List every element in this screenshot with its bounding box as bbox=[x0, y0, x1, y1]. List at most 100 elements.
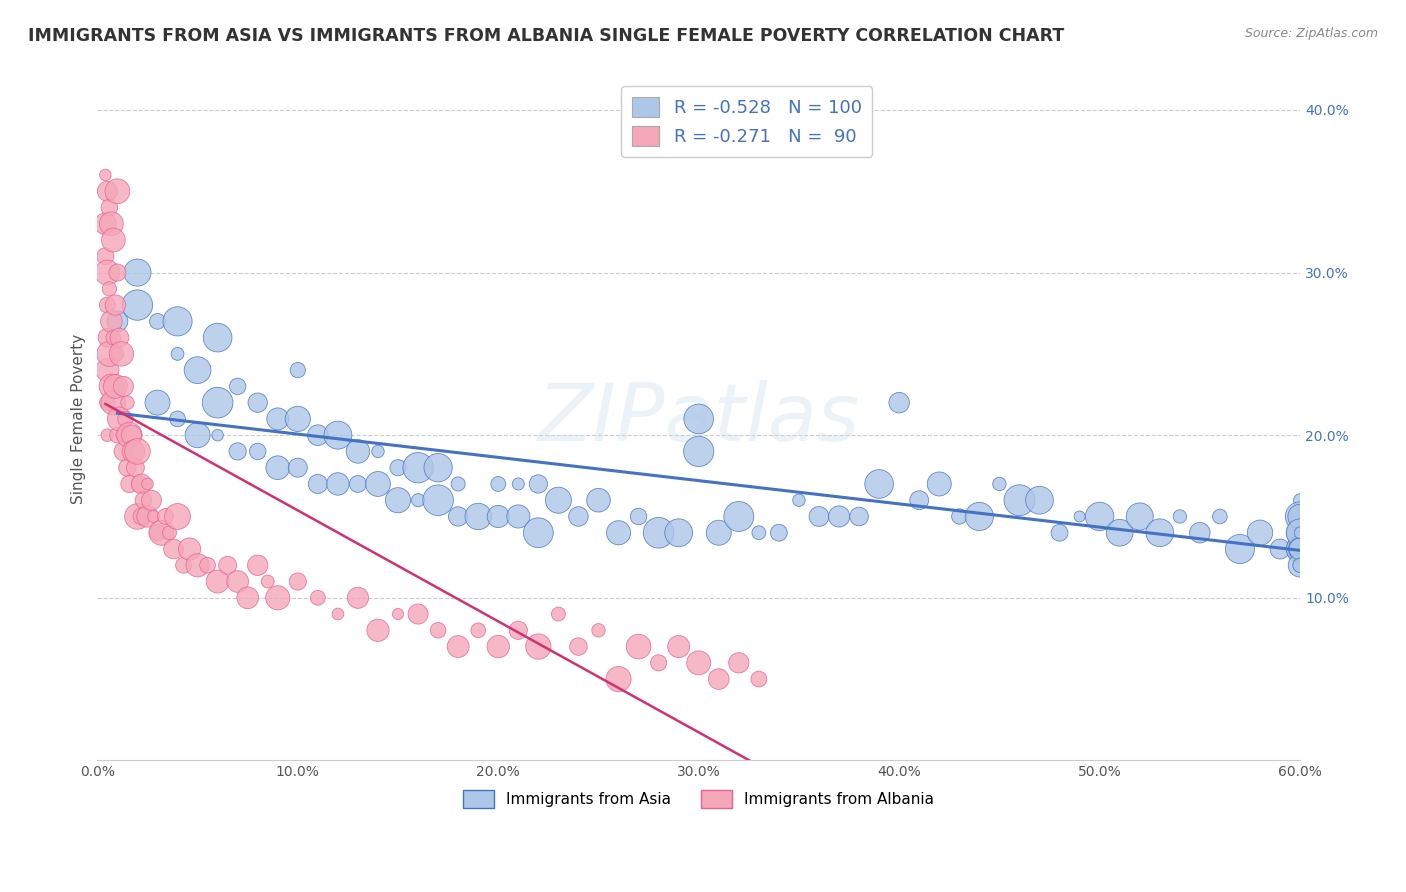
Y-axis label: Single Female Poverty: Single Female Poverty bbox=[72, 334, 86, 504]
Point bbox=[1289, 525, 1312, 540]
Point bbox=[1289, 509, 1312, 524]
Point bbox=[187, 558, 209, 573]
Point bbox=[406, 460, 429, 475]
Point bbox=[347, 444, 370, 458]
Point bbox=[246, 395, 269, 409]
Point bbox=[287, 363, 309, 377]
Point bbox=[588, 624, 610, 638]
Text: Source: ZipAtlas.com: Source: ZipAtlas.com bbox=[1244, 27, 1378, 40]
Point bbox=[1049, 525, 1071, 540]
Point bbox=[98, 282, 121, 296]
Point bbox=[207, 395, 229, 409]
Point bbox=[1008, 493, 1031, 508]
Point bbox=[1289, 541, 1312, 556]
Point bbox=[828, 509, 851, 524]
Point bbox=[117, 460, 139, 475]
Point bbox=[236, 591, 259, 605]
Point bbox=[287, 574, 309, 589]
Point bbox=[146, 525, 169, 540]
Point bbox=[136, 509, 159, 524]
Point bbox=[166, 509, 188, 524]
Point bbox=[727, 509, 749, 524]
Point bbox=[787, 493, 810, 508]
Point bbox=[1229, 541, 1251, 556]
Point bbox=[141, 493, 163, 508]
Point bbox=[100, 379, 122, 393]
Point bbox=[627, 640, 650, 654]
Point bbox=[127, 298, 149, 312]
Point bbox=[122, 444, 145, 458]
Point bbox=[166, 314, 188, 328]
Point bbox=[105, 428, 128, 442]
Point bbox=[547, 493, 569, 508]
Point bbox=[96, 363, 118, 377]
Point bbox=[105, 266, 128, 280]
Point bbox=[527, 525, 550, 540]
Point bbox=[96, 428, 118, 442]
Point bbox=[1289, 541, 1312, 556]
Point bbox=[688, 656, 710, 670]
Point bbox=[155, 509, 177, 524]
Point bbox=[988, 477, 1011, 491]
Point bbox=[1289, 493, 1312, 508]
Point bbox=[226, 379, 249, 393]
Point bbox=[508, 624, 530, 638]
Point bbox=[447, 477, 470, 491]
Point bbox=[508, 509, 530, 524]
Point bbox=[367, 624, 389, 638]
Point bbox=[105, 184, 128, 198]
Point bbox=[467, 624, 489, 638]
Point bbox=[387, 607, 409, 621]
Point bbox=[688, 444, 710, 458]
Point bbox=[127, 509, 149, 524]
Point bbox=[868, 477, 890, 491]
Point bbox=[1088, 509, 1111, 524]
Point bbox=[1289, 509, 1312, 524]
Point bbox=[103, 395, 125, 409]
Point bbox=[127, 444, 149, 458]
Point bbox=[150, 525, 173, 540]
Point bbox=[969, 509, 991, 524]
Point bbox=[908, 493, 931, 508]
Point bbox=[114, 412, 136, 426]
Point bbox=[132, 493, 155, 508]
Point bbox=[307, 477, 329, 491]
Point bbox=[105, 314, 128, 328]
Point bbox=[1289, 558, 1312, 573]
Point bbox=[1168, 509, 1191, 524]
Point bbox=[889, 395, 911, 409]
Point bbox=[96, 184, 118, 198]
Point bbox=[98, 201, 121, 215]
Point bbox=[848, 509, 870, 524]
Point bbox=[1289, 525, 1312, 540]
Point bbox=[1028, 493, 1050, 508]
Point bbox=[588, 493, 610, 508]
Point bbox=[136, 477, 159, 491]
Point bbox=[567, 509, 589, 524]
Point bbox=[527, 640, 550, 654]
Point bbox=[647, 656, 669, 670]
Point bbox=[267, 591, 290, 605]
Point bbox=[267, 460, 290, 475]
Point bbox=[668, 640, 690, 654]
Point bbox=[307, 591, 329, 605]
Point bbox=[427, 493, 450, 508]
Point bbox=[159, 525, 181, 540]
Point bbox=[96, 298, 118, 312]
Point bbox=[467, 509, 489, 524]
Point bbox=[1289, 558, 1312, 573]
Text: IMMIGRANTS FROM ASIA VS IMMIGRANTS FROM ALBANIA SINGLE FEMALE POVERTY CORRELATIO: IMMIGRANTS FROM ASIA VS IMMIGRANTS FROM … bbox=[28, 27, 1064, 45]
Point bbox=[668, 525, 690, 540]
Point bbox=[707, 672, 730, 686]
Point bbox=[607, 672, 630, 686]
Point bbox=[1209, 509, 1232, 524]
Point bbox=[226, 574, 249, 589]
Point bbox=[103, 233, 125, 247]
Point bbox=[287, 412, 309, 426]
Point bbox=[1289, 525, 1312, 540]
Point bbox=[166, 412, 188, 426]
Point bbox=[387, 460, 409, 475]
Point bbox=[197, 558, 219, 573]
Point bbox=[1289, 525, 1312, 540]
Point bbox=[128, 477, 150, 491]
